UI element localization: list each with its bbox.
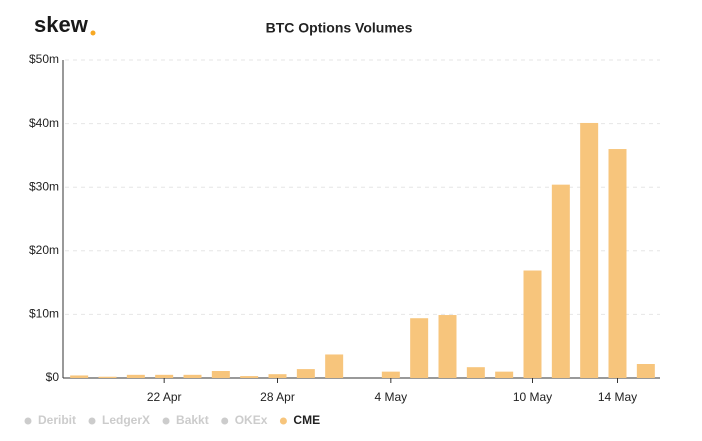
bar bbox=[636, 364, 655, 378]
x-tick-label: 14 May bbox=[598, 390, 637, 404]
bar bbox=[183, 374, 202, 378]
y-tick-label: $30m bbox=[29, 179, 59, 193]
bar bbox=[268, 374, 287, 378]
bar bbox=[296, 369, 315, 378]
bar bbox=[523, 270, 542, 378]
legend-label: OKEx bbox=[235, 413, 268, 427]
legend-label: CME bbox=[293, 413, 320, 427]
y-tick-label: $20m bbox=[29, 243, 59, 257]
y-tick-label: $40m bbox=[29, 116, 59, 130]
bar bbox=[98, 376, 117, 378]
legend-marker bbox=[221, 417, 229, 425]
legend-marker bbox=[88, 417, 96, 425]
y-tick-label: $50m bbox=[29, 52, 59, 66]
bar bbox=[70, 375, 89, 378]
bar bbox=[325, 354, 344, 378]
legend-label: Bakkt bbox=[176, 413, 209, 427]
bar bbox=[580, 122, 599, 379]
bar bbox=[211, 371, 230, 378]
y-tick-label: $10m bbox=[29, 307, 59, 321]
x-tick-label: 28 Apr bbox=[260, 390, 295, 404]
brand: skew bbox=[34, 12, 89, 37]
bar bbox=[438, 315, 457, 378]
x-tick-label: 10 May bbox=[513, 390, 552, 404]
x-tick-label: 4 May bbox=[374, 390, 407, 404]
chart-title: BTC Options Volumes bbox=[266, 20, 413, 36]
legend-marker bbox=[24, 417, 32, 425]
bar bbox=[608, 149, 627, 378]
bar bbox=[410, 318, 429, 378]
x-tick-label: 22 Apr bbox=[147, 390, 182, 404]
bar bbox=[240, 376, 259, 378]
bar bbox=[381, 371, 400, 378]
bar bbox=[466, 367, 485, 378]
bar bbox=[155, 374, 174, 378]
y-tick-label: $0 bbox=[46, 370, 60, 384]
legend-marker bbox=[162, 417, 170, 425]
bar bbox=[551, 184, 570, 378]
legend-label: Deribit bbox=[38, 413, 76, 427]
brand-dot bbox=[90, 30, 96, 36]
legend-label: LedgerX bbox=[102, 413, 150, 427]
legend-marker bbox=[279, 417, 287, 425]
bar bbox=[495, 371, 514, 378]
bar bbox=[126, 374, 145, 378]
